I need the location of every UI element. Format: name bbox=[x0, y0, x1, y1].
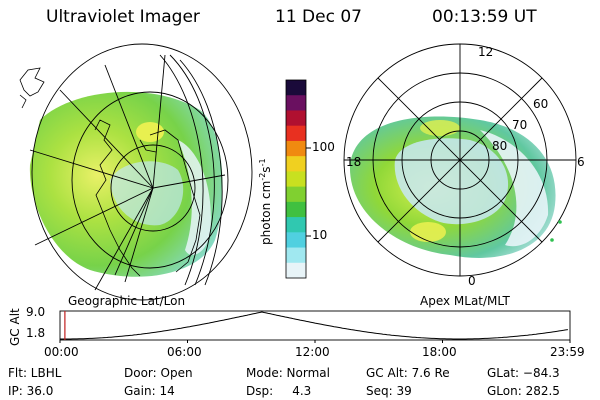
time-label: 00:13:59 UT bbox=[432, 7, 537, 27]
glon-status: GLon: 282.5 bbox=[487, 384, 560, 398]
colorbar-tick-100: 100 bbox=[312, 140, 335, 154]
colorbar-cell bbox=[286, 140, 306, 157]
time-tick-1800: 18:00 bbox=[422, 345, 457, 359]
mlt-label-6: 6 bbox=[577, 155, 585, 169]
gc-alt-status: GC Alt: 7.6 Re bbox=[366, 366, 450, 380]
glat-status: GLat: −84.3 bbox=[487, 366, 560, 380]
colorbar-cell bbox=[286, 95, 306, 111]
mlat-label-60: 60 bbox=[533, 97, 549, 111]
coastline bbox=[19, 67, 201, 277]
aurora-speck bbox=[558, 220, 562, 224]
dsp-status: Dsp: 4.3 bbox=[246, 384, 312, 398]
colorbar-cell bbox=[286, 201, 306, 218]
colorbar-cell bbox=[286, 186, 306, 203]
door-status: Door: Open bbox=[124, 366, 193, 380]
polar-grid bbox=[343, 43, 577, 277]
time-tick-1200: 12:00 bbox=[295, 345, 330, 359]
geographic-grid bbox=[29, 43, 253, 301]
altitude-tick-high: 9.0 bbox=[26, 305, 46, 319]
colorbar-tick-10: 10 bbox=[312, 228, 328, 242]
geographic-caption: Geographic Lat/Lon bbox=[68, 294, 186, 308]
filter-status: Flt: LBHL bbox=[8, 366, 62, 380]
mlat-label-80: 80 bbox=[492, 139, 508, 153]
apex-caption: Apex MLat/MLT bbox=[420, 294, 510, 308]
mlt-label-0: 0 bbox=[468, 274, 476, 288]
seq-status: Seq: 39 bbox=[366, 384, 412, 398]
colorbar-cell bbox=[286, 217, 306, 233]
colorbar-cell bbox=[286, 247, 306, 264]
colorbar-cell bbox=[286, 80, 306, 96]
altitude-strip bbox=[59, 310, 571, 343]
colorbar-cell bbox=[286, 125, 306, 142]
mlt-label-18: 18 bbox=[346, 155, 362, 169]
time-tick-2359: 23:59 bbox=[550, 345, 585, 359]
gain-status: Gain: 14 bbox=[124, 384, 175, 398]
colorbar-label: photon cm-2s-1 bbox=[258, 158, 273, 245]
altitude-tick-low: 1.8 bbox=[26, 326, 46, 340]
ip-status: IP: 36.0 bbox=[8, 384, 54, 398]
colorbar bbox=[285, 79, 311, 279]
magnetic-image bbox=[349, 116, 556, 258]
colorbar-cell bbox=[286, 171, 306, 188]
colorbar-cell bbox=[286, 110, 306, 127]
time-tick-0000: 00:00 bbox=[44, 345, 79, 359]
aurora-speck bbox=[550, 238, 554, 242]
date-label: 11 Dec 07 bbox=[275, 7, 362, 27]
altitude-axis-label: GC Alt bbox=[8, 308, 22, 346]
instrument-title: Ultraviolet Imager bbox=[46, 7, 200, 27]
colorbar-cell bbox=[286, 262, 306, 279]
mode-status: Mode: Normal bbox=[246, 366, 330, 380]
time-tick-0600: 06:00 bbox=[167, 345, 202, 359]
colorbar-cell bbox=[286, 232, 306, 249]
mlt-label-12: 12 bbox=[478, 45, 494, 59]
mlat-label-70: 70 bbox=[512, 118, 528, 132]
colorbar-cell bbox=[286, 156, 306, 172]
